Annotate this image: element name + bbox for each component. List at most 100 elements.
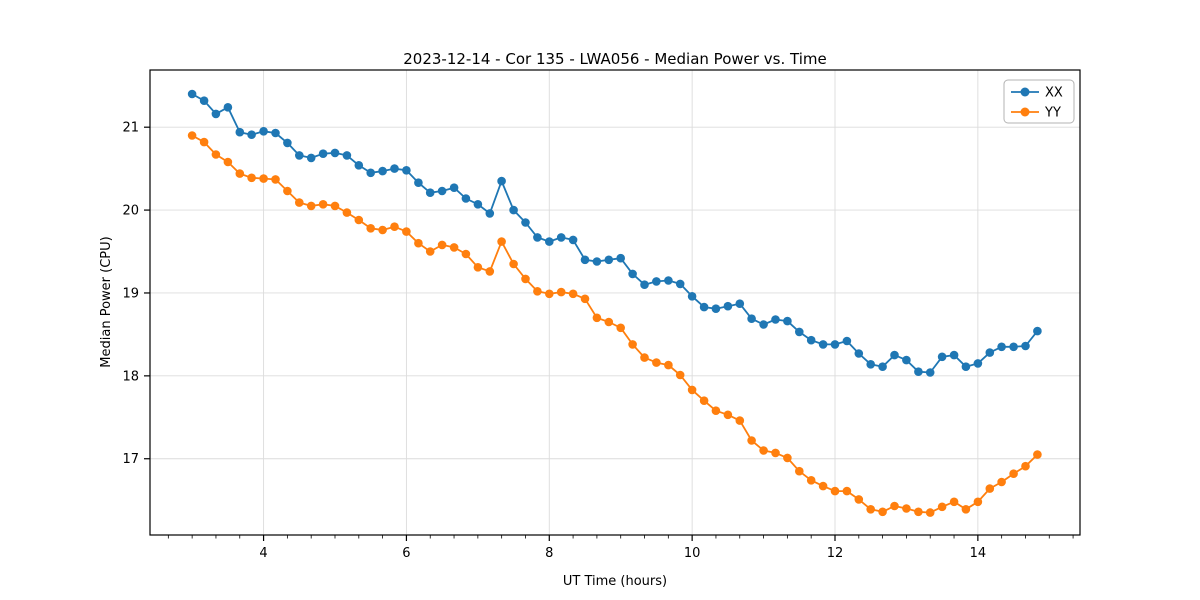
data-point-marker [1033, 450, 1042, 459]
series-line-xx [191, 93, 1039, 374]
data-point-marker [747, 436, 756, 445]
data-point-marker [1009, 469, 1018, 479]
series-yy [187, 131, 1042, 517]
data-point-marker [806, 335, 816, 345]
y-axis-label: Median Power (CPU) [99, 236, 114, 367]
data-point-marker [723, 301, 733, 311]
data-point-marker [425, 188, 435, 197]
data-point-marker [604, 317, 614, 327]
data-point-marker [783, 453, 792, 463]
data-point-marker [806, 476, 816, 485]
data-point-marker [914, 507, 923, 517]
data-point-marker [390, 222, 399, 231]
x-axis-label: UT Time (hours) [563, 574, 667, 589]
x-axis-tick-label: 12 [827, 546, 844, 561]
data-point-marker [830, 486, 840, 496]
data-point-marker [925, 368, 935, 377]
data-point-marker [616, 253, 625, 263]
data-point-marker [842, 336, 852, 346]
data-point-marker [425, 247, 435, 256]
data-point-marker [937, 352, 947, 362]
data-point-marker [497, 176, 506, 186]
data-point-marker [509, 259, 518, 269]
data-point-marker [473, 200, 483, 209]
data-point-marker [937, 502, 947, 512]
data-point-marker [473, 263, 483, 272]
data-point-marker [330, 201, 340, 211]
data-point-marker [461, 249, 471, 259]
chart-title: 2023-12-14 - Cor 135 - LWA056 - Median P… [403, 50, 827, 68]
data-point-marker [890, 501, 899, 511]
data-point-marker [187, 131, 197, 140]
data-point-marker [247, 173, 256, 183]
data-point-marker [783, 316, 792, 326]
data-point-marker [997, 342, 1006, 352]
data-point-marker [211, 109, 221, 119]
data-point-marker [592, 257, 602, 266]
data-point-marker [652, 358, 661, 367]
data-point-marker [997, 477, 1006, 487]
data-point-marker [235, 127, 245, 137]
x-axis-tick-label: 10 [684, 546, 701, 561]
data-point-marker [414, 178, 423, 187]
data-point-marker [568, 289, 578, 299]
data-point-marker [878, 362, 887, 372]
data-point-marker [795, 327, 804, 337]
data-point-marker [795, 466, 804, 476]
x-axis-tick-label: 8 [545, 546, 553, 561]
data-point-marker [747, 314, 756, 324]
data-point-marker [437, 186, 447, 196]
data-point-marker [318, 149, 328, 158]
data-point-marker [521, 218, 530, 227]
series-xx [187, 89, 1042, 377]
y-axis-tick-label: 21 [122, 121, 139, 136]
data-point-marker [366, 224, 376, 233]
data-point-marker [687, 385, 697, 395]
data-point-marker [1021, 461, 1030, 471]
data-point-marker [449, 243, 459, 252]
data-point-marker [759, 446, 768, 455]
data-point-marker [342, 208, 352, 217]
data-point-marker [533, 233, 542, 242]
data-point-marker [342, 151, 352, 160]
data-point-marker [295, 151, 304, 160]
data-point-marker [568, 235, 578, 245]
data-point-marker [271, 175, 280, 184]
data-point-marker [973, 359, 983, 368]
y-axis-tick-label: 20 [122, 204, 139, 219]
x-axis-tick-label: 14 [970, 546, 987, 561]
data-point-marker [604, 255, 614, 265]
data-point-marker [199, 137, 209, 147]
data-point-marker [842, 486, 852, 496]
data-point-marker [771, 448, 780, 458]
data-point-marker [675, 279, 685, 289]
legend-label-yy: YY [1044, 106, 1061, 121]
data-point-marker [699, 302, 709, 312]
data-point-marker [497, 237, 506, 246]
data-point-marker [818, 481, 828, 491]
data-point-marker [985, 484, 995, 493]
data-point-marker [283, 138, 292, 148]
series-line-yy [191, 134, 1039, 514]
data-point-marker [509, 205, 518, 215]
x-axis-tick-label: 4 [259, 546, 267, 561]
legend-marker-xx [1020, 87, 1030, 97]
data-point-marker [664, 360, 673, 370]
data-point-marker [187, 89, 197, 99]
series-layer [187, 89, 1042, 517]
data-point-marker [247, 130, 256, 139]
data-point-marker [580, 255, 590, 265]
data-point-marker [1033, 326, 1042, 336]
data-point-marker [295, 198, 304, 207]
data-point-marker [366, 168, 376, 178]
data-point-marker [378, 166, 387, 176]
data-point-marker [711, 304, 721, 314]
legend-box [1003, 79, 1075, 124]
data-point-marker [533, 287, 542, 296]
data-point-marker [830, 340, 840, 349]
data-point-marker [652, 277, 661, 286]
data-point-marker [414, 238, 423, 248]
data-point-marker [449, 183, 459, 192]
data-point-marker [890, 350, 899, 360]
